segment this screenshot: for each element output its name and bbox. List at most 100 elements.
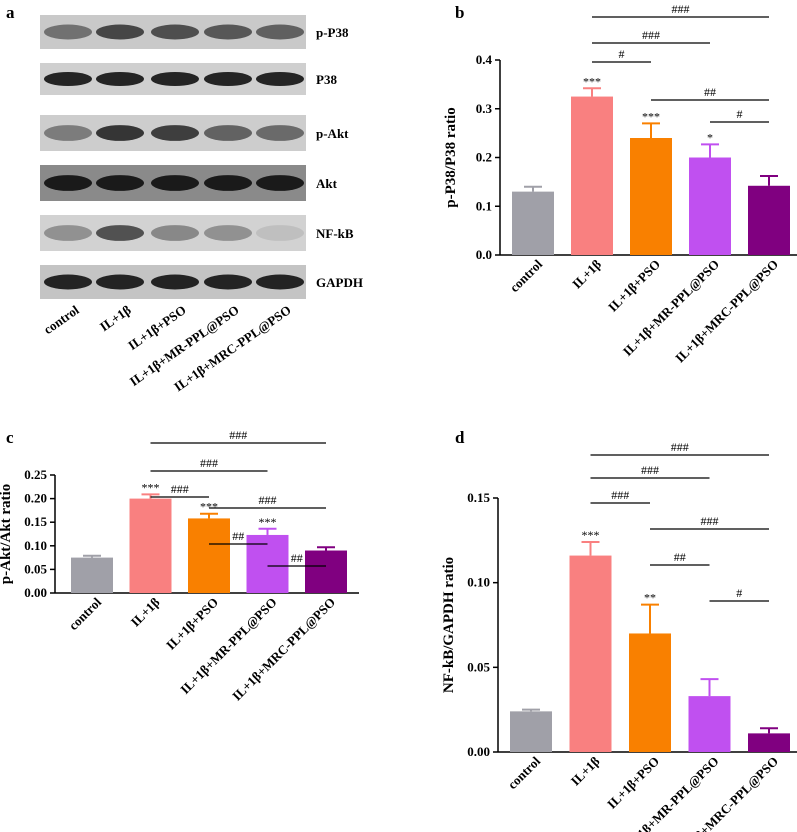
comparison-label: ### [672,2,690,16]
bar [630,138,672,255]
band-label: GAPDH [316,275,363,290]
panel-label: d [455,428,465,447]
significance: * [707,130,713,144]
comparison-label: # [619,47,625,61]
blot-band [44,225,92,241]
blot-band [256,274,304,290]
significance: *** [583,74,601,88]
blot-band [151,225,199,241]
blot-band [256,225,304,241]
band-label: Akt [316,176,338,191]
blot-band [96,24,144,40]
comparison-label: ### [171,482,189,496]
comparison-label: ## [674,550,686,564]
comparison-label: ### [701,514,719,528]
x-tick-label: IL+1β+PSO [163,595,221,653]
bar [188,518,230,593]
lane-label: IL+1β [97,302,134,334]
blot-band [204,24,252,40]
x-tick-label: IL+1β+MRC-PPL@PSO [672,257,781,366]
x-tick-label: IL+1β+MRC-PPL@PSO [229,595,338,704]
comparison-label: ## [291,551,303,565]
blot-band [44,175,92,191]
y-tick-label: 0.0 [476,247,492,262]
y-tick-label: 0.15 [24,514,47,529]
x-tick-label: control [66,594,105,633]
comparison-label: ### [611,488,629,502]
comparison-label: ### [642,28,660,42]
x-tick-label: IL+1β+PSO [605,257,663,315]
comparison-label: ### [200,456,218,470]
blot-band [256,71,304,87]
comparison-label: # [737,107,743,121]
significance: *** [642,109,660,123]
blot-band [151,175,199,191]
bar [71,557,113,593]
band-label: P38 [316,72,337,87]
significance: *** [200,500,218,514]
comparison-label: ### [229,428,247,442]
band-label: NF-kB [316,226,354,241]
bar [129,498,172,593]
x-tick-label: control [505,753,544,792]
band-label: p-P38 [316,25,349,40]
blot-band [96,274,144,290]
lane-label: control [41,302,82,337]
blot-band [96,225,144,241]
blot-band [44,125,92,141]
comparison-label: ## [232,529,244,543]
x-tick-label: control [507,256,546,295]
band-label: p-Akt [316,126,349,141]
blot-band [204,274,252,290]
comparison-label: ### [641,463,659,477]
blot-strip [40,215,306,251]
bar [512,191,554,255]
bar [510,711,552,752]
significance: ** [644,591,656,605]
y-tick-label: 0.10 [24,538,47,553]
bar [571,96,613,255]
bar [569,555,612,752]
comparison-label: ## [704,85,716,99]
blot-band [204,125,252,141]
y-tick-label: 0.20 [24,491,47,506]
blot-band [204,225,252,241]
significance: *** [259,515,277,529]
y-tick-label: 0.00 [24,585,47,600]
blot-band [151,125,199,141]
comparison-label: ### [671,440,689,454]
bar [629,633,671,752]
x-tick-label: IL+1β+MR-PPL@PSO [620,257,722,359]
panel-label: c [6,428,14,447]
x-tick-label: IL+1β [128,594,163,629]
blot-band [96,175,144,191]
bar [748,185,790,255]
blot-band [96,125,144,141]
blot-band [256,175,304,191]
bar [689,157,731,255]
blot-band [96,71,144,87]
y-tick-label: 0.15 [467,490,490,505]
y-tick-label: 0.05 [24,561,47,576]
y-tick-label: 0.25 [24,467,47,482]
y-tick-label: 0.4 [476,52,493,67]
x-tick-label: IL+1β [569,256,604,291]
y-axis-label: p-Akt/Akt ratio [0,484,14,584]
x-tick-label: IL+1β+MR-PPL@PSO [177,595,279,697]
y-axis-label: p-P38/P38 ratio [443,107,459,207]
blot-band [151,71,199,87]
blot-band [44,274,92,290]
blot-band [44,24,92,40]
bar [688,696,731,752]
blot-band [256,125,304,141]
x-tick-label: IL+1β [568,753,603,788]
y-tick-label: 0.2 [476,150,492,165]
y-tick-label: 0.00 [467,744,490,759]
bar [305,550,347,593]
y-tick-label: 0.05 [467,659,490,674]
significance: *** [142,480,160,494]
blot-band [256,24,304,40]
x-tick-label: IL+1β+PSO [604,754,662,812]
panel-label: b [455,3,464,22]
y-tick-label: 0.1 [476,198,492,213]
